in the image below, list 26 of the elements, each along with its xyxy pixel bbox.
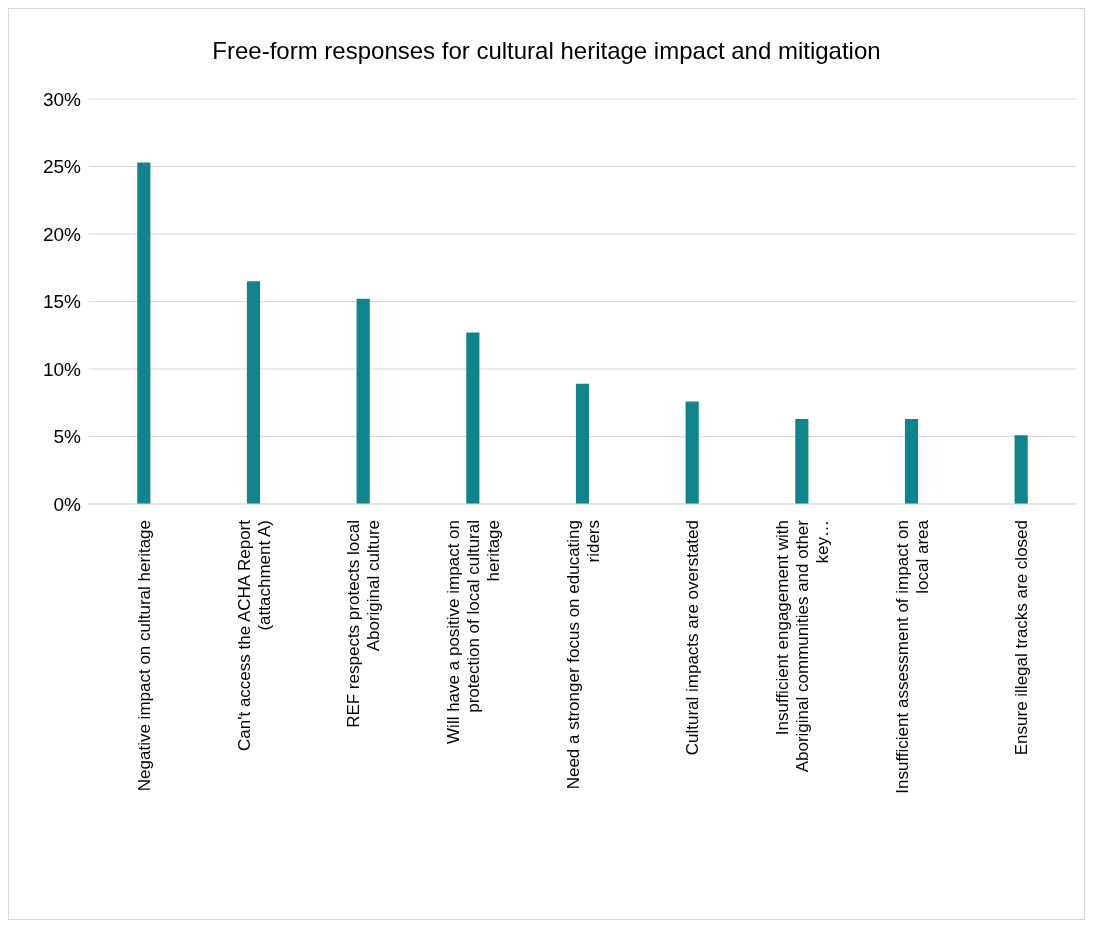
y-tick-label: 15%: [42, 291, 82, 313]
bar: [795, 418, 809, 504]
chart-title: Free-form responses for cultural heritage impact and mitigation: [211, 37, 882, 65]
y-tick-label: 5%: [53, 426, 82, 448]
bar: [1014, 435, 1028, 504]
bar: [356, 298, 370, 504]
x-tick-label: Need a stronger focus on educating riders: [563, 520, 603, 790]
bar: [466, 332, 480, 504]
y-tick-label: 30%: [42, 88, 82, 110]
bar: [904, 418, 919, 504]
y-tick-label: 25%: [42, 156, 82, 178]
x-tick-label: Will have a positive impact on protection of local cultural heritage: [443, 520, 503, 744]
x-tick-label: Insufficient assessment of impact on local area: [892, 519, 932, 794]
bar: [575, 383, 590, 504]
x-tick-label: Negative impact on cultural heritage: [134, 520, 154, 792]
x-tick-label: REF respects protects local Aboriginal culture: [344, 520, 384, 728]
bar: [685, 401, 699, 504]
x-tick-label: Can't access the ACHA Report (attachment A): [234, 519, 274, 751]
bar: [137, 162, 151, 504]
x-tick-label: Insufficient engagement with Aboriginal communities and other key…: [772, 519, 832, 773]
y-tick-label: 0%: [53, 493, 82, 515]
x-tick-label: Ensure illegal tracks are closed: [1012, 520, 1032, 756]
x-tick-label: Cultural impacts are overstated: [683, 520, 703, 756]
y-tick-label: 20%: [42, 223, 82, 245]
y-tick-label: 10%: [42, 358, 82, 380]
bar: [246, 281, 261, 504]
